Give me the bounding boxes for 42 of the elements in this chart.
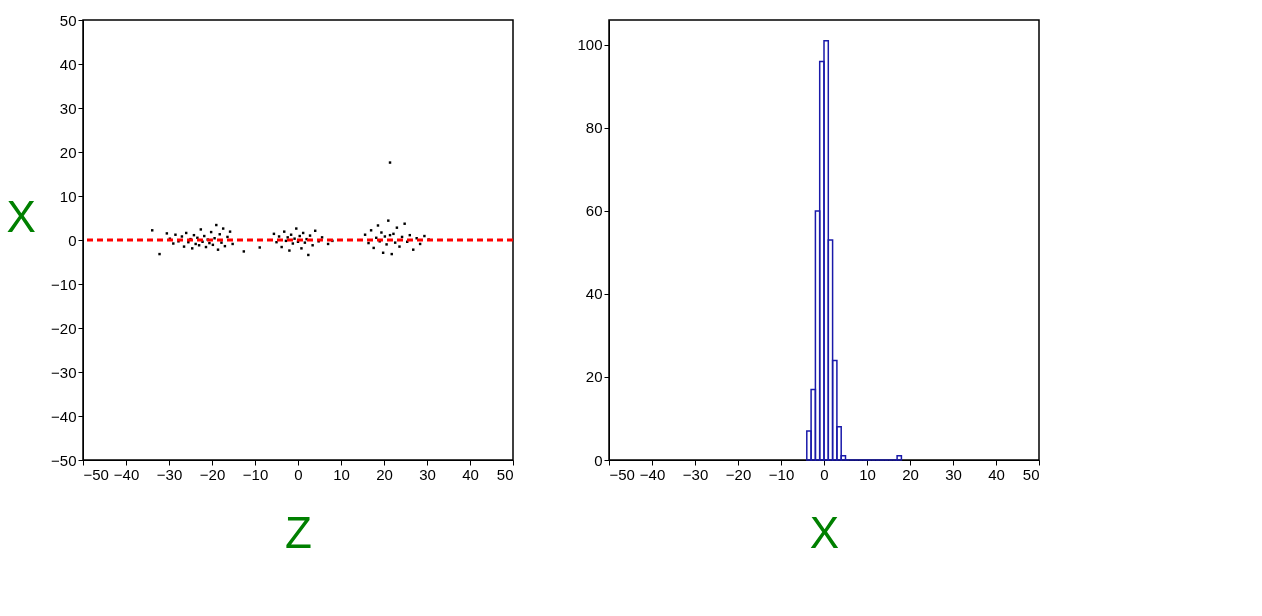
y-tick-label: −10 (51, 275, 77, 293)
y-tick-label: −30 (51, 363, 77, 381)
y-tick-label: 40 (585, 285, 603, 303)
x-tick-label: −40 (639, 465, 666, 483)
x-tick-label: 50 (1022, 465, 1040, 483)
x-tick-label: −20 (725, 465, 752, 483)
x-tick-label: −50 (609, 465, 635, 483)
y-tick-label: 80 (585, 119, 603, 137)
y-tick-label: 0 (594, 451, 603, 469)
y-tick-label: 20 (59, 143, 77, 161)
x-tick-label: 40 (988, 465, 1005, 483)
y-tick-label: 20 (585, 368, 603, 386)
y-tick-label: 30 (59, 99, 77, 117)
y-tick-label: −20 (51, 319, 77, 337)
x-tick-label: 10 (859, 465, 876, 483)
y-tick-label: 100 (577, 36, 603, 54)
x-tick-label: 20 (902, 465, 919, 483)
y-tick-label: 0 (68, 231, 77, 249)
x-tick-label: −10 (242, 465, 269, 483)
x-tick-label: −30 (682, 465, 709, 483)
x-tick-label: −40 (113, 465, 140, 483)
x-tick-label: −20 (199, 465, 226, 483)
x-tick-label: 10 (333, 465, 350, 483)
x-tick-label: −30 (156, 465, 183, 483)
x-tick-label: 0 (820, 465, 829, 483)
y-tick-label: 60 (585, 202, 603, 220)
y-tick-label: 40 (59, 55, 77, 73)
y-tick-label: −50 (51, 451, 77, 469)
y-tick-label: 10 (59, 187, 77, 205)
x-tick-label: 30 (945, 465, 962, 483)
x-tick-label: −50 (83, 465, 109, 483)
x-tick-label: 40 (462, 465, 479, 483)
y-axis-title: X (6, 191, 36, 241)
x-tick-label: 30 (419, 465, 436, 483)
x-axis-title: Z (285, 507, 312, 557)
x-tick-label: 20 (376, 465, 393, 483)
x-tick-label: 50 (496, 465, 514, 483)
y-tick-label: 50 (59, 11, 77, 29)
x-tick-label: −10 (768, 465, 795, 483)
x-axis-title: X (809, 507, 840, 557)
x-tick-label: 0 (294, 465, 303, 483)
y-tick-label: −40 (51, 407, 77, 425)
